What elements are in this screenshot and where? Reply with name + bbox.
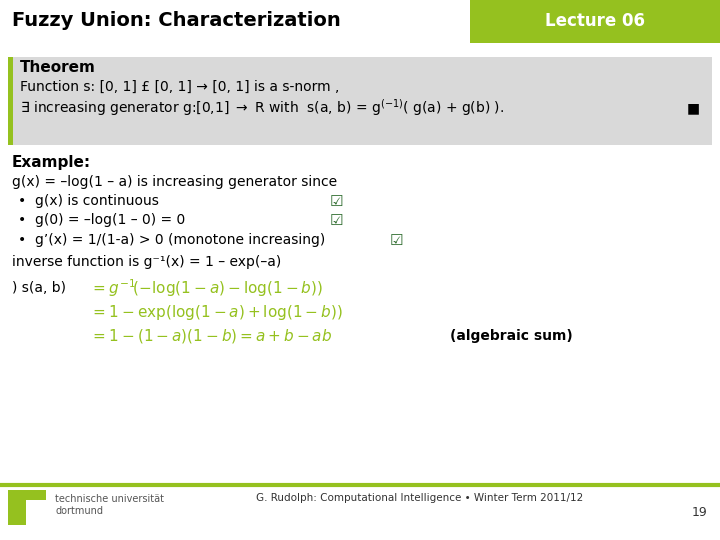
FancyBboxPatch shape: [470, 0, 720, 43]
FancyBboxPatch shape: [8, 57, 13, 145]
Text: 19: 19: [692, 505, 708, 518]
Text: ☑: ☑: [330, 213, 343, 227]
Text: (algebraic sum): (algebraic sum): [450, 329, 572, 343]
Text: Fuzzy Union: Characterization: Fuzzy Union: Characterization: [12, 11, 341, 30]
Text: Theorem: Theorem: [20, 59, 96, 75]
Text: Function s: [0, 1] £ [0, 1] → [0, 1] is a s-norm ,: Function s: [0, 1] £ [0, 1] → [0, 1] is …: [20, 80, 339, 94]
FancyBboxPatch shape: [8, 57, 712, 145]
Text: $= 1 - \exp\!\left(\log(1-a)+\log(1-b)\right)$: $= 1 - \exp\!\left(\log(1-a)+\log(1-b)\r…: [90, 302, 343, 321]
Text: $\exists$ increasing generator g:[0,1] $\rightarrow$ R with  s(a, b) = g$^{(-1)}: $\exists$ increasing generator g:[0,1] $…: [20, 98, 504, 118]
Text: g(x) = –log(1 – a) is increasing generator since: g(x) = –log(1 – a) is increasing generat…: [12, 175, 337, 189]
Text: $= g^{-1}\!\left(-\log(1-a)-\log(1-b)\right)$: $= g^{-1}\!\left(-\log(1-a)-\log(1-b)\ri…: [90, 277, 323, 299]
Text: •  g(x) is continuous: • g(x) is continuous: [18, 194, 159, 208]
Text: $= 1 - (1-a)(1-b) = a + b - ab$: $= 1 - (1-a)(1-b) = a + b - ab$: [90, 327, 333, 345]
Text: G. Rudolph: Computational Intelligence • Winter Term 2011/12: G. Rudolph: Computational Intelligence •…: [256, 493, 584, 503]
Text: Example:: Example:: [12, 154, 91, 170]
Text: Lecture 06: Lecture 06: [545, 12, 645, 30]
Text: ☑: ☑: [390, 233, 404, 247]
Text: ☑: ☑: [330, 193, 343, 208]
Text: ■: ■: [687, 101, 700, 115]
Text: technische universität
dortmund: technische universität dortmund: [55, 494, 164, 516]
FancyBboxPatch shape: [0, 0, 720, 43]
FancyBboxPatch shape: [8, 490, 46, 500]
Text: inverse function is g⁻¹(x) = 1 – exp(–a): inverse function is g⁻¹(x) = 1 – exp(–a): [12, 255, 282, 269]
Text: •  g(0) = –log(1 – 0) = 0: • g(0) = –log(1 – 0) = 0: [18, 213, 185, 227]
Text: •  g’(x) = 1/(1-a) > 0 (monotone increasing): • g’(x) = 1/(1-a) > 0 (monotone increasi…: [18, 233, 325, 247]
Text: ) s(a, b): ) s(a, b): [12, 281, 66, 295]
FancyBboxPatch shape: [8, 490, 26, 525]
